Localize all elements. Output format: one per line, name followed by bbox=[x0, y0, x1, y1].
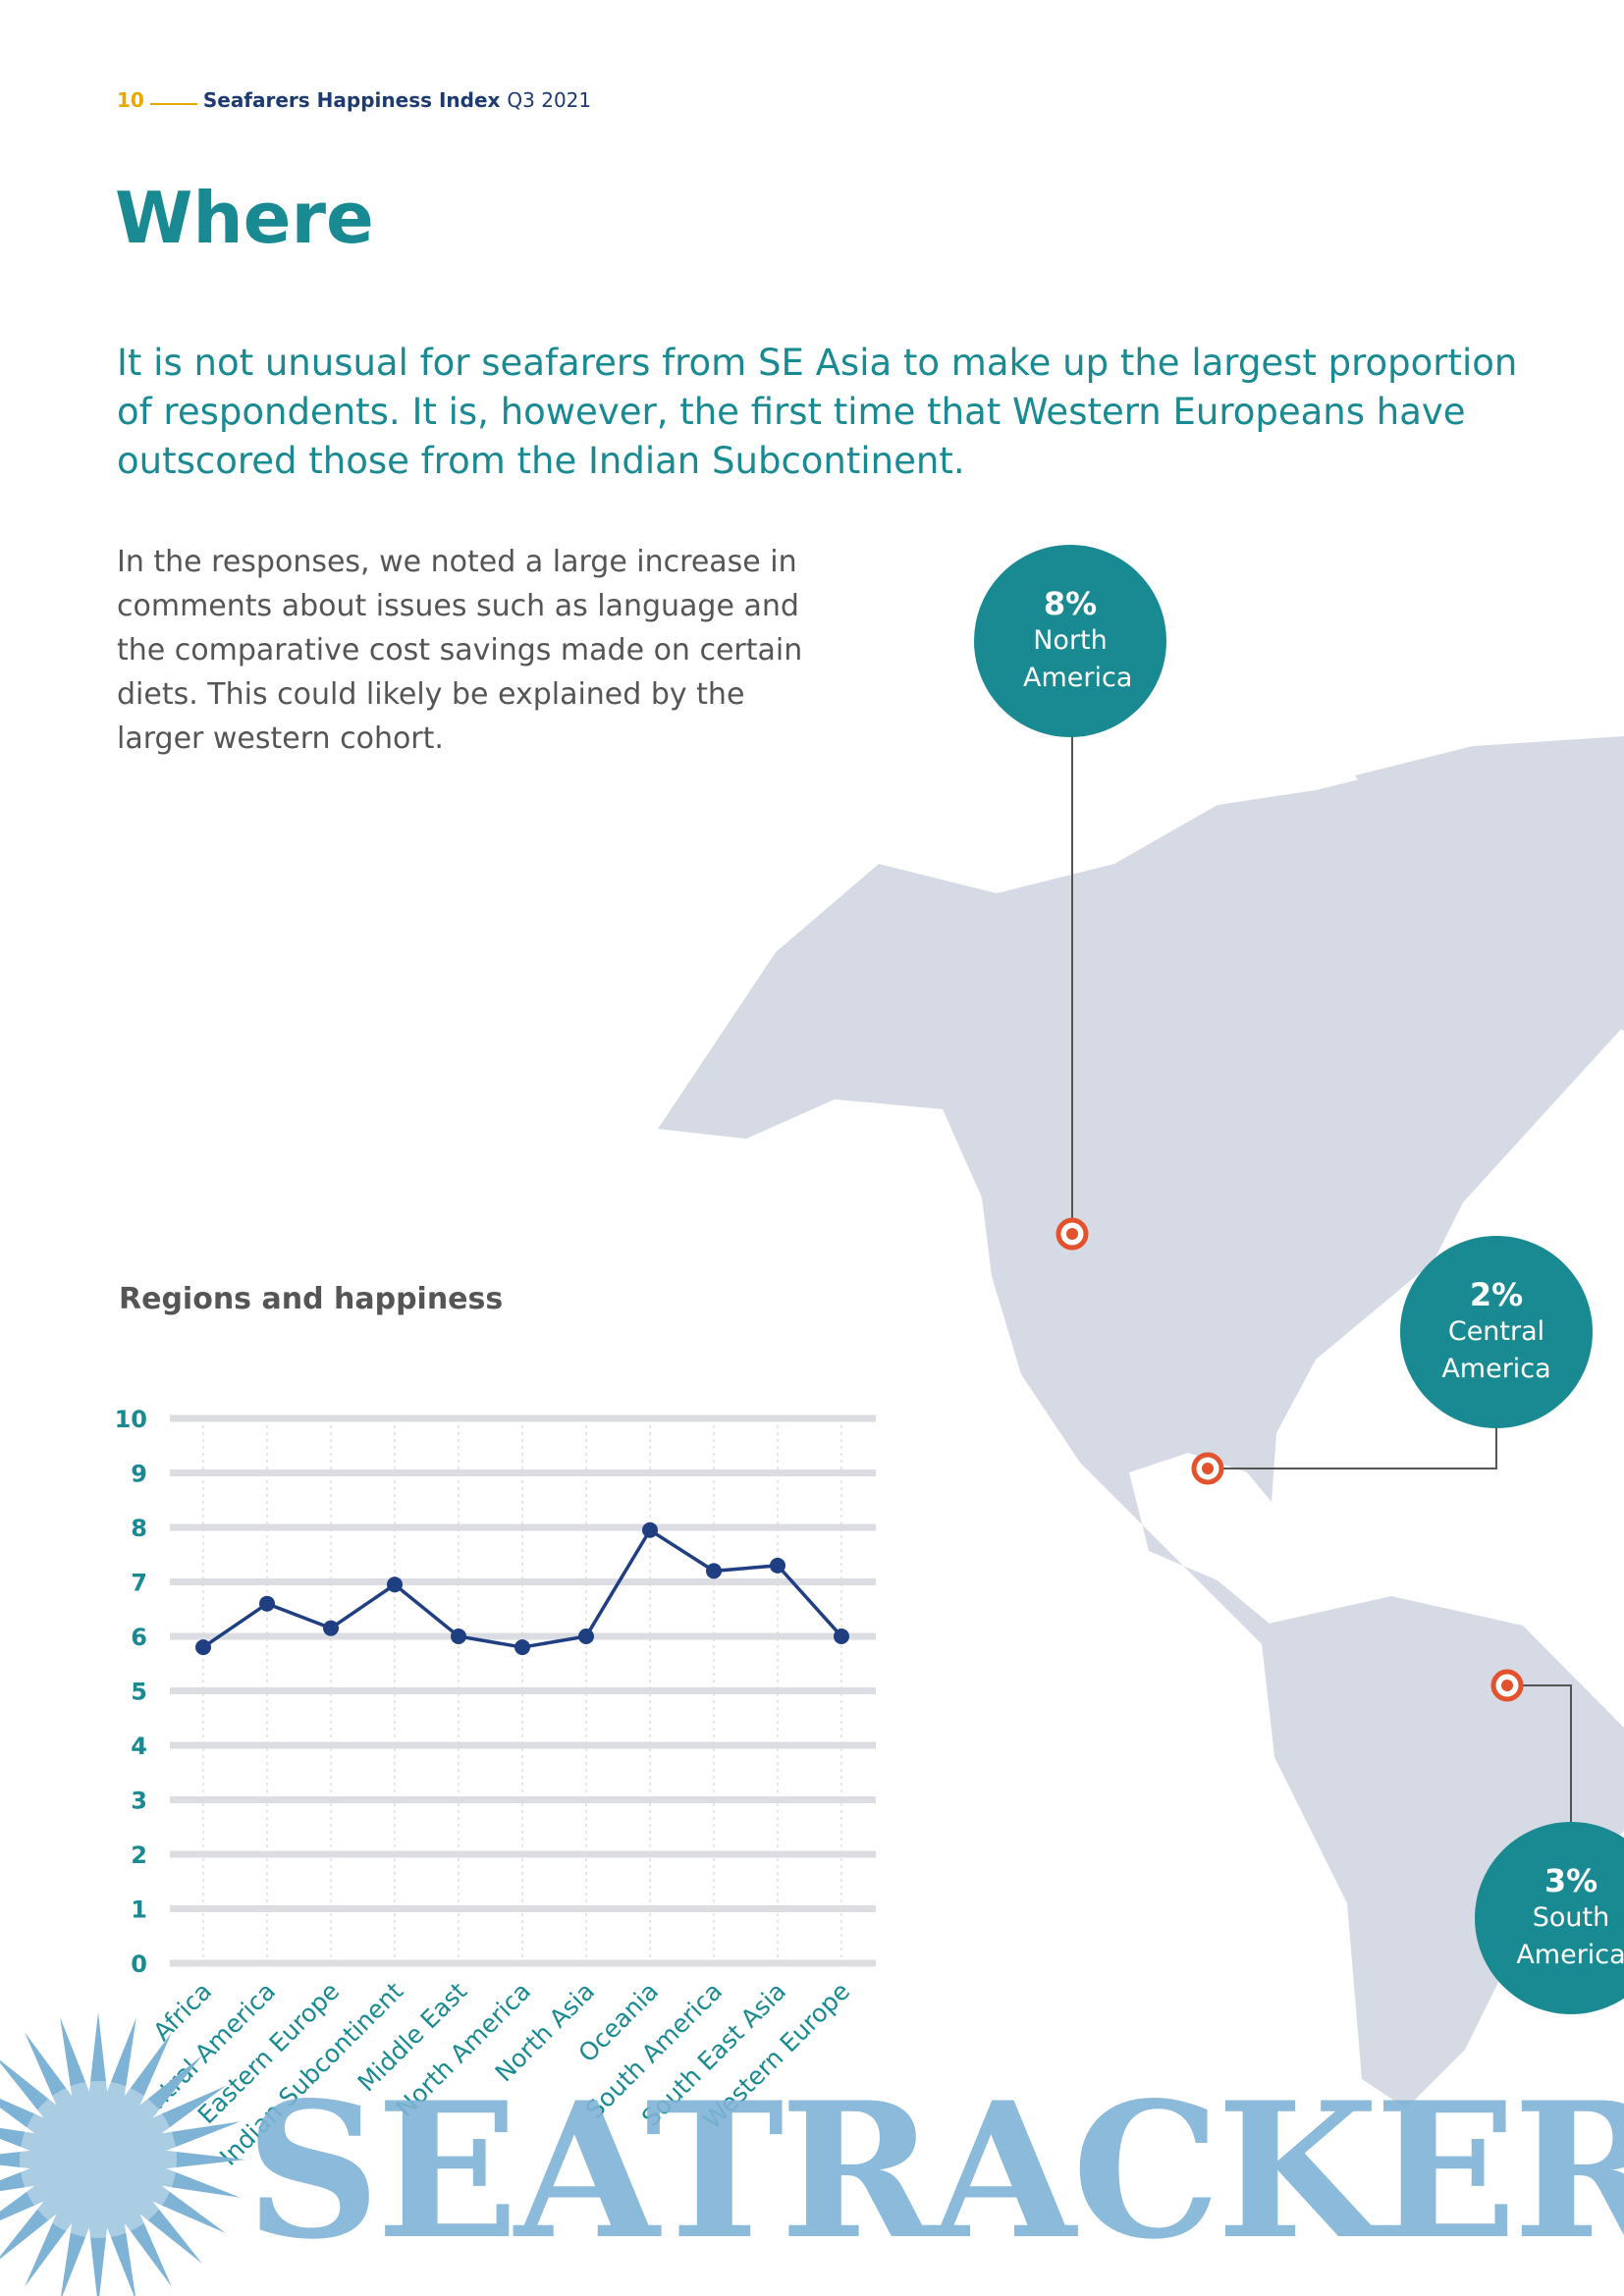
callout-region: South America bbox=[1516, 1902, 1624, 1970]
callout-value: 8% bbox=[1043, 585, 1098, 622]
callout: 3% South America bbox=[1475, 1822, 1624, 2014]
y-tick-label: 7 bbox=[131, 1570, 147, 1597]
callout-value: 2% bbox=[1469, 1276, 1524, 1313]
callout: 8% North America bbox=[974, 545, 1166, 737]
y-tick-label: 8 bbox=[131, 1515, 147, 1542]
page-number: 10 bbox=[117, 88, 144, 112]
watermark: SEATRACKER.RU bbox=[245, 2061, 1624, 2280]
issue: Q3 2021 bbox=[507, 88, 592, 112]
page-title: Where bbox=[115, 177, 374, 259]
data-point bbox=[578, 1629, 594, 1644]
callout-lines bbox=[1071, 736, 1572, 1822]
sun-rays bbox=[0, 2012, 245, 2296]
header-rule bbox=[149, 103, 197, 105]
map-land bbox=[658, 736, 1624, 2109]
y-tick-label: 2 bbox=[131, 1842, 147, 1869]
y-tick-label: 3 bbox=[131, 1788, 147, 1815]
data-point bbox=[387, 1576, 403, 1593]
data-point bbox=[706, 1563, 722, 1579]
callout-value: 3% bbox=[1543, 1862, 1598, 1899]
lead-paragraph: It is not unusual for seafarers from SE … bbox=[117, 342, 1518, 482]
callout-region: North America bbox=[1023, 625, 1133, 693]
watermark-sun bbox=[0, 2012, 245, 2296]
y-tick-label: 0 bbox=[131, 1950, 147, 1978]
y-tick-label: 9 bbox=[131, 1461, 147, 1488]
y-tick-label: 6 bbox=[131, 1624, 147, 1651]
y-tick-label: 4 bbox=[131, 1733, 147, 1760]
running-header: 10 Seafarers Happiness Index Q3 2021 bbox=[117, 88, 591, 112]
body-paragraph: In the responses, we noted a large incre… bbox=[117, 545, 803, 756]
data-point bbox=[195, 1639, 211, 1656]
series-line bbox=[202, 1527, 843, 1649]
data-point bbox=[642, 1522, 658, 1538]
line-chart: 012345678910AfricaCentral AmericaEastern… bbox=[115, 1406, 876, 2171]
y-tick-label: 1 bbox=[131, 1896, 147, 1924]
data-point bbox=[834, 1629, 849, 1644]
sun-disc bbox=[20, 2081, 177, 2238]
marker-dots bbox=[1066, 1228, 1513, 1691]
data-point bbox=[514, 1639, 530, 1656]
callout: 2% Central America bbox=[1400, 1236, 1593, 1428]
data-point bbox=[323, 1620, 339, 1636]
data-point bbox=[259, 1595, 275, 1612]
data-point bbox=[770, 1557, 785, 1574]
chart-title: Regions and happiness bbox=[119, 1282, 504, 1316]
callout-region: Central America bbox=[1441, 1316, 1551, 1384]
publication: Seafarers Happiness Index bbox=[202, 88, 501, 112]
y-tick-label: 10 bbox=[115, 1406, 147, 1433]
y-tick-label: 5 bbox=[131, 1679, 147, 1706]
data-point bbox=[451, 1629, 466, 1644]
